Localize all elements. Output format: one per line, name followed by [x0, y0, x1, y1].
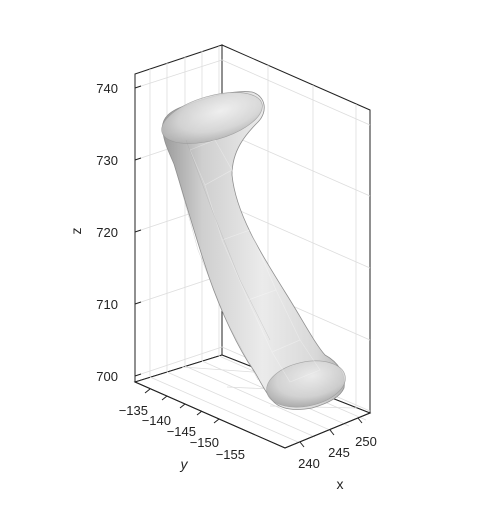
x-tick-label-240: 240: [298, 456, 320, 471]
y-tick-label-155: −155: [216, 447, 245, 462]
x-tick-mark-250: [358, 418, 362, 423]
z-tick-label-740: 740: [96, 81, 118, 96]
z-axis-label: z: [68, 228, 84, 235]
x-tick-label-245: 245: [328, 445, 350, 460]
y-tick-mark-150: [197, 411, 202, 415]
y-axis-label: y: [180, 456, 189, 472]
z-axis: 700 710 720 730 740 z: [68, 81, 141, 384]
x-axis-label: x: [337, 476, 344, 492]
z-tick-label-700: 700: [96, 369, 118, 384]
y-tick-mark-135: [145, 389, 150, 393]
z-tick-label-720: 720: [96, 225, 118, 240]
y-tick-mark-155: [214, 419, 219, 423]
z-tick-label-730: 730: [96, 153, 118, 168]
y-tick-mark-145: [180, 404, 185, 408]
x-tick-mark-240: [300, 442, 304, 447]
y-tick-mark-140: [162, 396, 167, 400]
y-tick-label-150: −150: [190, 435, 219, 450]
x-tick-label-250: 250: [355, 434, 377, 449]
z-tick-label-710: 710: [96, 297, 118, 312]
